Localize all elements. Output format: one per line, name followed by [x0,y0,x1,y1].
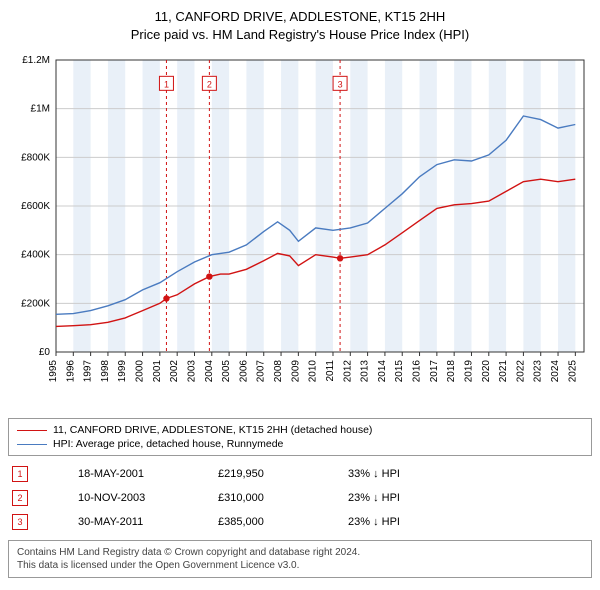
transaction-date: 10-NOV-2003 [78,492,168,504]
svg-text:£800K: £800K [21,153,50,164]
svg-text:£1M: £1M [31,104,50,115]
svg-text:2009: 2009 [290,360,301,383]
svg-text:£400K: £400K [21,250,50,261]
svg-text:1999: 1999 [117,360,128,383]
legend-swatch [17,430,47,431]
svg-text:£600K: £600K [21,201,50,212]
legend-row: 11, CANFORD DRIVE, ADDLESTONE, KT15 2HH … [17,423,583,437]
title-line-2: Price paid vs. HM Land Registry's House … [8,26,592,44]
svg-text:2014: 2014 [377,360,388,383]
svg-text:2022: 2022 [515,360,526,383]
svg-text:1997: 1997 [83,360,94,383]
svg-text:£200K: £200K [21,299,50,310]
transaction-date: 18-MAY-2001 [78,468,168,480]
transaction-marker: 2 [12,490,28,506]
transaction-pct: 23% ↓ HPI [348,516,428,528]
svg-text:2005: 2005 [221,360,232,383]
footnote: Contains HM Land Registry data © Crown c… [8,540,592,578]
transaction-row: 1 18-MAY-2001 £219,950 33% ↓ HPI [8,462,592,486]
transaction-pct: 33% ↓ HPI [348,468,428,480]
transaction-price: £310,000 [218,492,298,504]
transaction-price: £385,000 [218,516,298,528]
svg-text:2023: 2023 [533,360,544,383]
transaction-price: £219,950 [218,468,298,480]
chart-area: £0 £200K £400K £600K £800K £1M £1.2M 1995 1996 19… [8,52,592,412]
svg-text:2: 2 [207,80,212,90]
title-line-1: 11, CANFORD DRIVE, ADDLESTONE, KT15 2HH [8,8,592,26]
svg-text:2002: 2002 [169,360,180,383]
svg-text:2006: 2006 [238,360,249,383]
svg-text:1996: 1996 [65,360,76,383]
transactions-table: 1 18-MAY-2001 £219,950 33% ↓ HPI 2 10-NOV-200… [8,462,592,534]
legend-row: HPI: Average price, detached house, Runn… [17,437,583,451]
legend-label: 11, CANFORD DRIVE, ADDLESTONE, KT15 2HH … [53,424,372,436]
svg-text:2013: 2013 [360,360,371,383]
transaction-row: 2 10-NOV-2003 £310,000 23% ↓ HPI [8,486,592,510]
svg-text:2012: 2012 [342,360,353,383]
svg-text:2016: 2016 [412,360,423,383]
svg-text:2003: 2003 [186,360,197,383]
legend-swatch [17,444,47,445]
svg-text:3: 3 [338,80,343,90]
price-chart: £0 £200K £400K £600K £800K £1M £1.2M 1995 1996 19… [8,52,592,412]
transaction-pct: 23% ↓ HPI [348,492,428,504]
svg-text:2001: 2001 [152,360,163,383]
svg-text:2018: 2018 [446,360,457,383]
svg-text:£1.2M: £1.2M [22,55,50,66]
svg-text:2017: 2017 [429,360,440,383]
svg-text:2015: 2015 [394,360,405,383]
svg-text:2021: 2021 [498,360,509,383]
footnote-line-1: Contains HM Land Registry data © Crown c… [17,546,583,559]
footnote-line-2: This data is licensed under the Open Gov… [17,559,583,572]
svg-text:1: 1 [164,80,169,90]
svg-text:2007: 2007 [256,360,267,383]
transaction-marker: 1 [12,466,28,482]
transaction-date: 30-MAY-2011 [78,516,168,528]
svg-text:2008: 2008 [273,360,284,383]
svg-text:£0: £0 [39,347,51,358]
legend-label: HPI: Average price, detached house, Runn… [53,438,283,450]
svg-text:2000: 2000 [135,360,146,383]
svg-text:2025: 2025 [567,360,578,383]
svg-text:2019: 2019 [463,360,474,383]
transaction-row: 3 30-MAY-2011 £385,000 23% ↓ HPI [8,510,592,534]
svg-text:2004: 2004 [204,360,215,383]
svg-text:2011: 2011 [325,360,336,382]
svg-text:2020: 2020 [481,360,492,383]
transaction-marker: 3 [12,514,28,530]
svg-text:2010: 2010 [308,360,319,383]
svg-text:1995: 1995 [48,360,59,383]
chart-title-block: 11, CANFORD DRIVE, ADDLESTONE, KT15 2HH … [8,8,592,44]
legend: 11, CANFORD DRIVE, ADDLESTONE, KT15 2HH … [8,418,592,456]
svg-text:1998: 1998 [100,360,111,383]
svg-text:2024: 2024 [550,360,561,383]
